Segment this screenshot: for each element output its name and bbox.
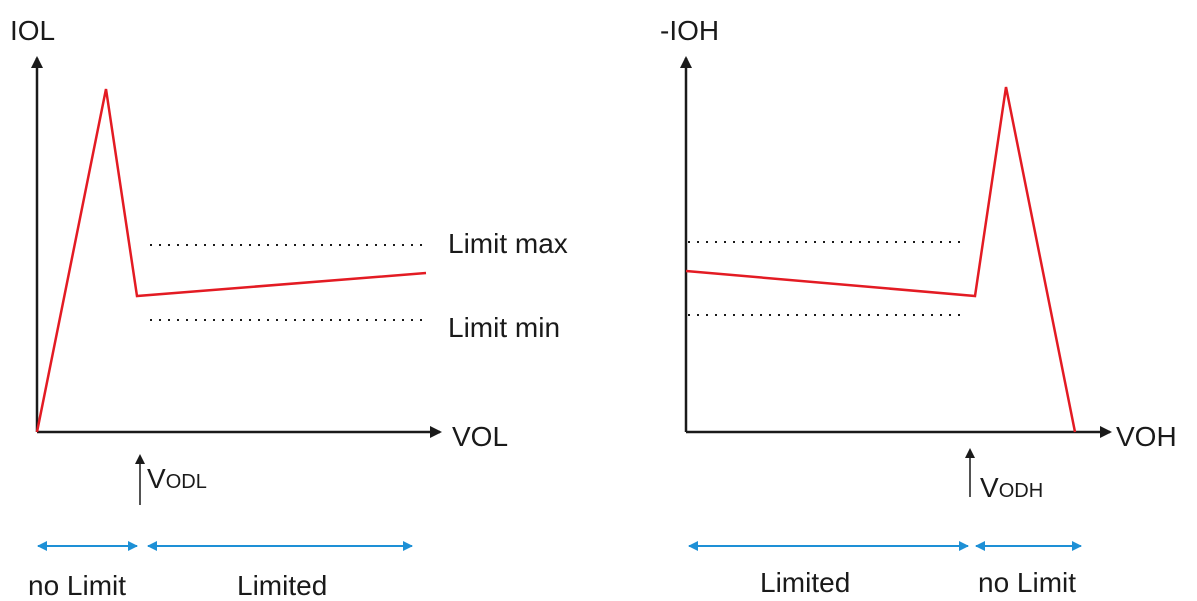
left-limit-min-label: Limit min (448, 312, 560, 343)
left-diagram: IOL VOL Limit max Limit min VODL no Limi… (10, 15, 568, 601)
left-vodl-sub: ODL (166, 471, 207, 493)
left-limited-label: Limited (237, 570, 327, 601)
left-limit-max-label: Limit max (448, 228, 568, 259)
left-no-limit-label: no Limit (28, 570, 126, 601)
right-diagram: -IOH VOH VODH Limited no Limit (660, 15, 1177, 598)
right-limited-label: Limited (760, 567, 850, 598)
left-current-curve (35, 88, 427, 433)
right-no-limit-label: no Limit (978, 567, 1076, 598)
left-vodl-label: VODL (147, 463, 207, 494)
right-x-axis-label: VOH (1116, 421, 1177, 452)
left-x-axis-label: VOL (452, 421, 508, 452)
right-vodh-label: VODH (980, 472, 1043, 503)
right-current-curve (685, 86, 1077, 433)
right-y-axis-label: -IOH (660, 15, 719, 46)
right-vodh-sub: ODH (999, 480, 1043, 502)
left-vodl-v: V (147, 463, 166, 494)
right-vodh-v: V (980, 472, 999, 503)
left-y-axis-label: IOL (10, 15, 55, 46)
